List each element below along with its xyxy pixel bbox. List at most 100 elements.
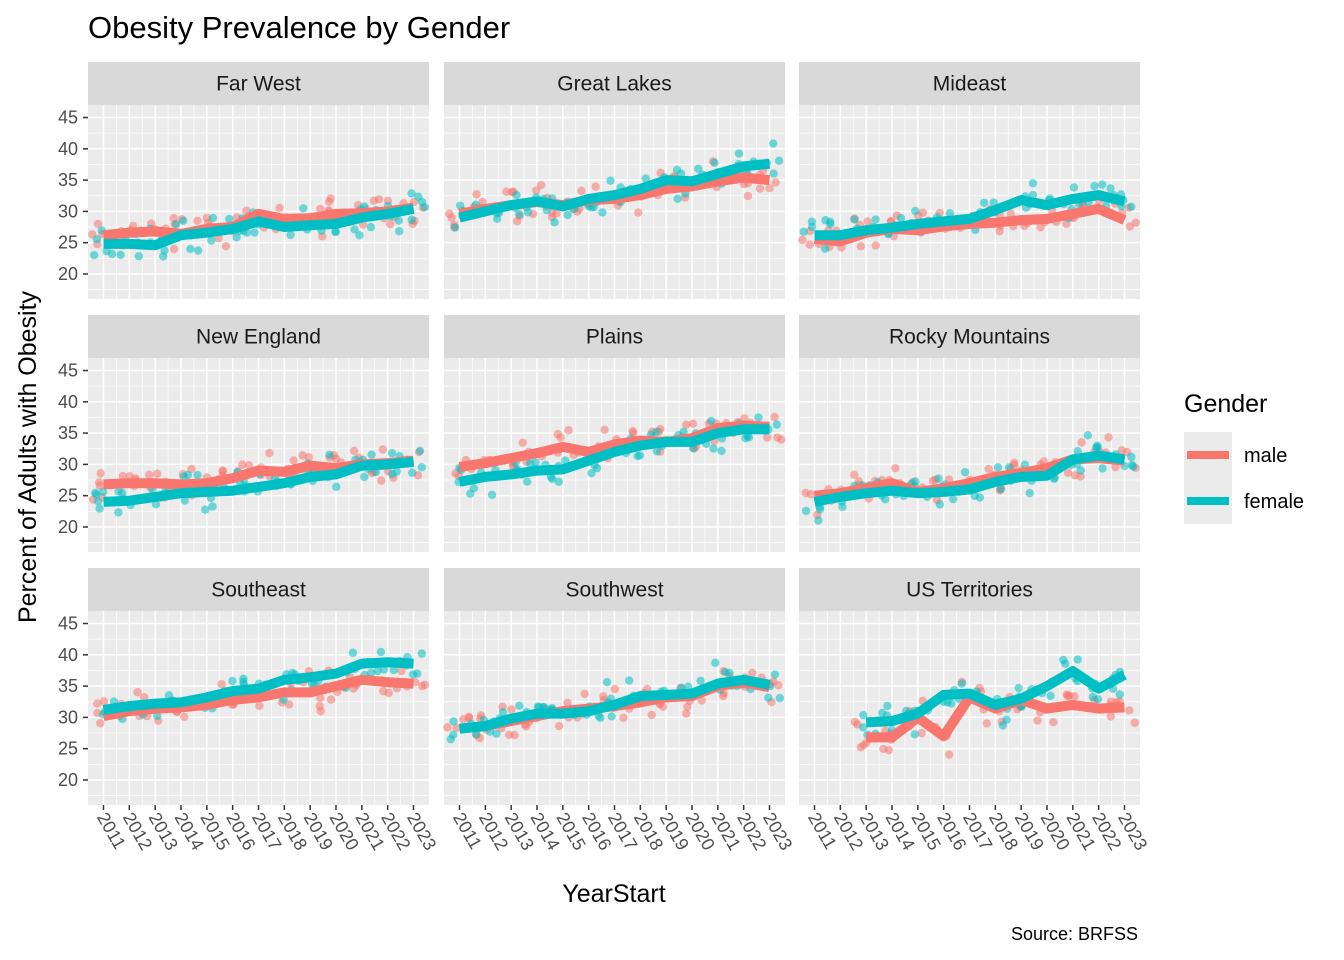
x-axis-title: YearStart	[562, 880, 665, 908]
scatter-point-female	[299, 204, 308, 213]
scatter-point-male	[850, 717, 860, 727]
facet-rocky-mountains: Rocky Mountains	[799, 315, 1140, 552]
y-tick-label: 30	[58, 201, 78, 221]
facet-southeast: Southeast2025303540452011201220132014201…	[58, 568, 440, 854]
scatter-point-female	[201, 505, 210, 514]
scatter-point-female	[910, 730, 920, 739]
scatter-point-male	[518, 438, 527, 447]
scatter-point-female	[225, 214, 234, 224]
scatter-point-male	[944, 750, 954, 759]
scatter-point-male	[507, 705, 516, 714]
scatter-point-male	[805, 240, 814, 249]
scatter-point-female	[180, 496, 189, 505]
scatter-point-female	[587, 468, 596, 478]
scatter-point-female	[721, 667, 730, 677]
scatter-point-female	[228, 676, 237, 686]
scatter-point-female	[92, 490, 101, 499]
scatter-point-female	[407, 189, 416, 198]
scatter-point-female	[706, 416, 716, 426]
scatter-point-male	[577, 186, 586, 195]
scatter-point-male	[193, 216, 202, 226]
scatter-point-male	[879, 744, 888, 754]
scatter-point-male	[180, 712, 189, 722]
legend-title: Gender	[1184, 390, 1267, 418]
scatter-point-female	[389, 665, 399, 675]
facet-strip-label: US Territories	[906, 579, 1033, 602]
scatter-point-male	[763, 433, 772, 442]
scatter-point-female	[367, 668, 376, 677]
scatter-point-female	[515, 701, 524, 711]
scatter-point-female	[547, 474, 557, 484]
scatter-point-male	[1063, 691, 1072, 701]
scatter-point-male	[384, 688, 393, 698]
scatter-point-female	[768, 139, 778, 148]
facet-strip	[799, 315, 1140, 358]
scatter-point-male	[377, 476, 386, 485]
scatter-point-female	[95, 504, 104, 513]
scatter-point-male	[770, 412, 779, 422]
scatter-point-male	[777, 435, 786, 444]
facet-southwest: Southwest2011201220132014201520162017201…	[443, 568, 796, 854]
scatter-point-male	[1077, 438, 1086, 447]
scatter-point-female	[350, 225, 359, 234]
y-tick-label: 20	[58, 264, 78, 284]
facet-strip	[88, 62, 429, 105]
facet-strip	[88, 568, 429, 611]
scatter-point-male	[774, 681, 783, 690]
scatter-point-female	[446, 735, 455, 744]
scatter-point-male	[244, 461, 254, 470]
scatter-point-male	[385, 219, 395, 229]
scatter-point-female	[607, 712, 616, 721]
scatter-point-male	[326, 194, 335, 203]
facet-strip-label: Southwest	[565, 579, 663, 602]
scatter-point-male	[217, 680, 226, 689]
scatter-point-male	[984, 464, 993, 474]
scatter-point-female	[1093, 695, 1103, 704]
scatter-point-female	[979, 198, 989, 207]
scatter-point-male	[849, 470, 859, 480]
scatter-point-female	[563, 210, 572, 220]
scatter-point-female	[417, 463, 426, 472]
scatter-point-female	[114, 508, 123, 517]
scatter-point-female	[1127, 452, 1136, 462]
scatter-point-female	[1069, 183, 1079, 192]
scatter-point-female	[522, 477, 532, 486]
scatter-point-male	[93, 699, 102, 708]
scatter-point-female	[993, 463, 1003, 472]
scatter-point-female	[331, 227, 340, 236]
scatter-point-male	[133, 688, 142, 697]
scatter-point-female	[624, 676, 634, 685]
scatter-point-female	[417, 197, 427, 207]
scatter-point-female	[679, 427, 688, 436]
scatter-point-male	[856, 242, 866, 251]
scatter-point-female	[850, 215, 859, 224]
scatter-point-female	[635, 451, 645, 460]
legend: Gender male female	[1184, 390, 1304, 524]
scatter-point-female	[641, 174, 650, 183]
scatter-point-female	[171, 220, 181, 229]
scatter-point-female	[957, 679, 967, 688]
facet-plains: Plains	[444, 315, 786, 552]
scatter-point-male	[397, 666, 406, 676]
y-tick-label: 40	[58, 645, 78, 665]
scatter-point-female	[711, 658, 720, 667]
scatter-point-female	[602, 677, 612, 687]
scatter-point-male	[591, 182, 600, 191]
scatter-point-male	[1033, 716, 1042, 725]
y-tick-label: 35	[58, 676, 78, 696]
scatter-point-female	[394, 216, 403, 225]
scatter-point-male	[1125, 222, 1135, 231]
scatter-point-male	[472, 190, 481, 199]
series-line-female	[814, 190, 1126, 241]
scatter-point-female	[652, 447, 662, 456]
scatter-point-female	[948, 494, 958, 504]
facet-strip-label: Plains	[586, 326, 643, 349]
scatter-point-female	[492, 729, 501, 738]
scatter-point-female	[741, 434, 750, 443]
series-line-female	[865, 666, 1127, 728]
scatter-point-female	[1004, 463, 1014, 472]
scatter-point-female	[820, 244, 830, 253]
scatter-point-male	[748, 668, 757, 678]
scatter-point-male	[688, 419, 698, 428]
facet-strip	[444, 62, 785, 105]
